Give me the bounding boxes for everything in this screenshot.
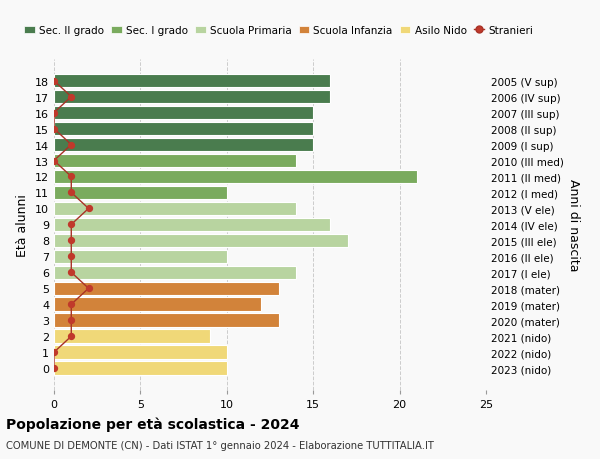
Y-axis label: Anni di nascita: Anni di nascita — [568, 179, 580, 271]
Bar — [54, 186, 227, 200]
Bar — [54, 106, 313, 120]
Bar — [54, 266, 296, 280]
Bar — [54, 139, 313, 152]
Point — [84, 285, 94, 292]
Point — [67, 269, 76, 276]
Point — [49, 126, 59, 133]
Bar — [54, 234, 348, 247]
Y-axis label: Età alunni: Età alunni — [16, 194, 29, 256]
Point — [49, 110, 59, 117]
Bar — [54, 298, 262, 311]
Point — [67, 221, 76, 229]
Bar — [54, 250, 227, 263]
Bar — [54, 154, 296, 168]
Point — [49, 365, 59, 372]
Text: COMUNE DI DEMONTE (CN) - Dati ISTAT 1° gennaio 2024 - Elaborazione TUTTITALIA.IT: COMUNE DI DEMONTE (CN) - Dati ISTAT 1° g… — [6, 440, 434, 450]
Point — [84, 205, 94, 213]
Point — [67, 333, 76, 340]
Point — [67, 317, 76, 324]
Point — [67, 253, 76, 260]
Point — [49, 78, 59, 85]
Legend: Sec. II grado, Sec. I grado, Scuola Primaria, Scuola Infanzia, Asilo Nido, Stran: Sec. II grado, Sec. I grado, Scuola Prim… — [20, 22, 538, 40]
Bar — [54, 123, 313, 136]
Bar — [54, 362, 227, 375]
Point — [67, 301, 76, 308]
Point — [67, 174, 76, 181]
Text: Popolazione per età scolastica - 2024: Popolazione per età scolastica - 2024 — [6, 417, 299, 431]
Bar — [54, 90, 331, 104]
Point — [49, 157, 59, 165]
Point — [67, 94, 76, 101]
Point — [67, 237, 76, 245]
Bar — [54, 330, 209, 343]
Bar — [54, 75, 331, 88]
Point — [49, 349, 59, 356]
Bar — [54, 346, 227, 359]
Bar — [54, 314, 278, 327]
Point — [67, 190, 76, 197]
Bar — [54, 282, 278, 296]
Bar — [54, 202, 296, 216]
Point — [67, 141, 76, 149]
Bar — [54, 218, 331, 232]
Bar — [54, 170, 417, 184]
